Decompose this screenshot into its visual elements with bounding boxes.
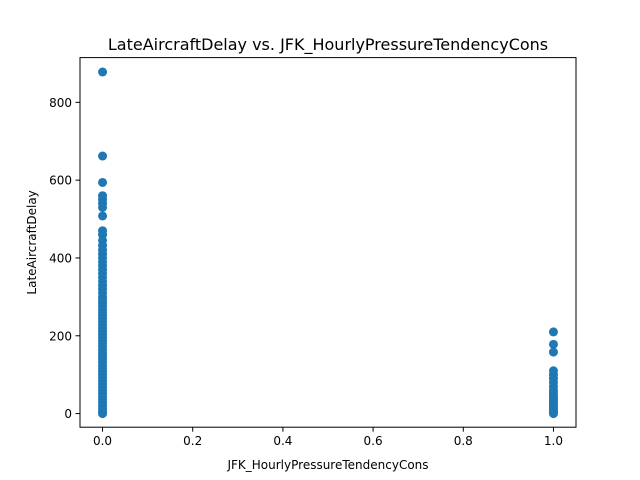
x-tick-label: 0.0 [93,434,112,448]
chart-title: LateAircraftDelay vs. JFK_HourlyPressure… [108,35,548,55]
y-tick-label: 200 [49,329,72,343]
x-tick-label: 0.4 [273,434,292,448]
data-point [548,327,558,337]
x-tick-label: 0.2 [183,434,202,448]
y-tick-label: 600 [49,174,72,188]
x-tick-label: 1.0 [544,434,563,448]
data-point [548,339,558,349]
y-tick-label: 400 [49,251,72,265]
x-axis-label: JFK_HourlyPressureTendencyCons [226,458,428,472]
data-point [98,202,108,212]
y-tick-label: 0 [64,407,72,421]
x-axis-ticks: 0.0 0.2 0.4 0.6 0.8 1.0 [93,427,563,448]
data-point [548,409,558,419]
data-point [98,177,108,187]
data-point [98,151,108,161]
y-axis-ticks: 0 200 400 600 800 [49,96,80,421]
axes-frame [79,57,577,428]
data-point [548,347,558,357]
y-tick-label: 800 [49,96,72,110]
data-point [98,211,108,221]
scatter-points [98,67,558,419]
x-tick-label: 0.8 [454,434,473,448]
x-tick-label: 0.6 [364,434,383,448]
data-point [98,67,108,77]
data-point [98,409,108,419]
y-axis-label: LateAircraftDelay [25,190,39,294]
